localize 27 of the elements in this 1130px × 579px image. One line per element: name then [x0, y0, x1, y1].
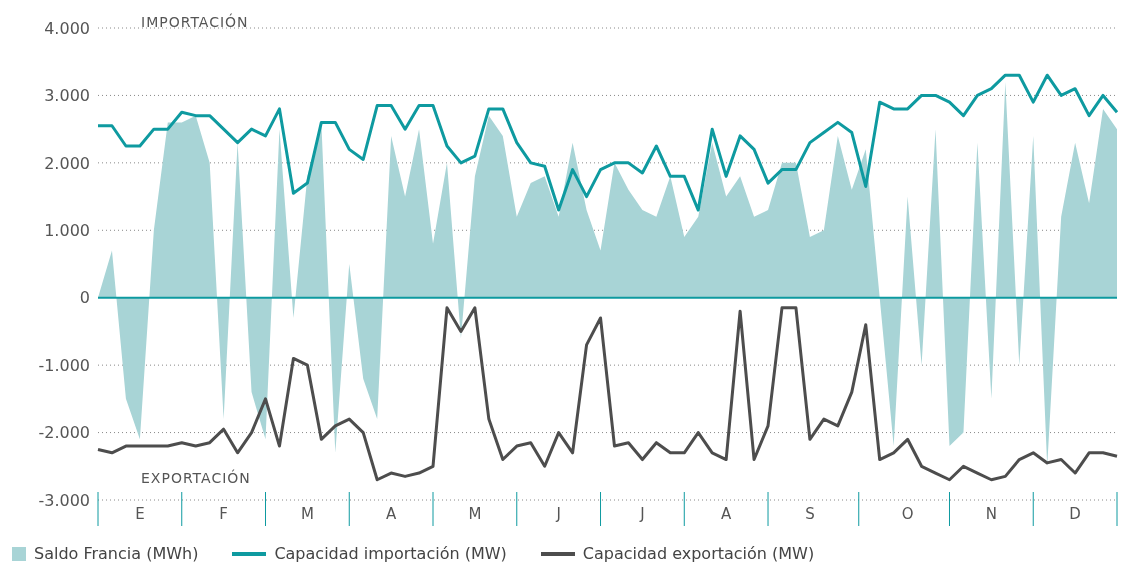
legend-label: Saldo Francia (MWh): [34, 544, 199, 563]
x-tick-label: N: [985, 504, 997, 523]
x-tick-label: J: [555, 504, 561, 523]
x-tick-label: E: [135, 504, 145, 523]
y-tick-label: 4.000: [44, 18, 90, 38]
y-tick-label: 0: [79, 288, 90, 308]
x-tick-label: M: [300, 504, 314, 523]
legend-label: Capacidad importación (MW): [274, 544, 507, 563]
line-series: [96, 73, 1119, 212]
y-tick-label: -3.000: [38, 490, 90, 510]
legend-label: Capacidad exportación (MW): [582, 544, 815, 563]
y-tick-label: 1.000: [44, 220, 90, 240]
y-tick-label: 2.000: [44, 153, 90, 173]
x-tick-label: S: [805, 504, 815, 523]
annotation: EXPORTACIÓN: [141, 470, 251, 486]
x-tick-label: A: [386, 504, 397, 523]
x-tick-label: F: [219, 504, 228, 523]
x-tick-label: O: [901, 504, 914, 523]
x-tick-label: A: [721, 504, 733, 523]
y-tick-label: 3.000: [44, 86, 90, 106]
annotation: IMPORTACIÓN: [141, 14, 249, 30]
y-tick-label: -1.000: [38, 355, 90, 375]
y-tick-label: -2.000: [38, 423, 90, 443]
x-tick-label: D: [1069, 504, 1081, 523]
x-tick-label: M: [468, 504, 482, 523]
x-tick-label: J: [639, 504, 645, 523]
line-series: [96, 306, 1119, 482]
